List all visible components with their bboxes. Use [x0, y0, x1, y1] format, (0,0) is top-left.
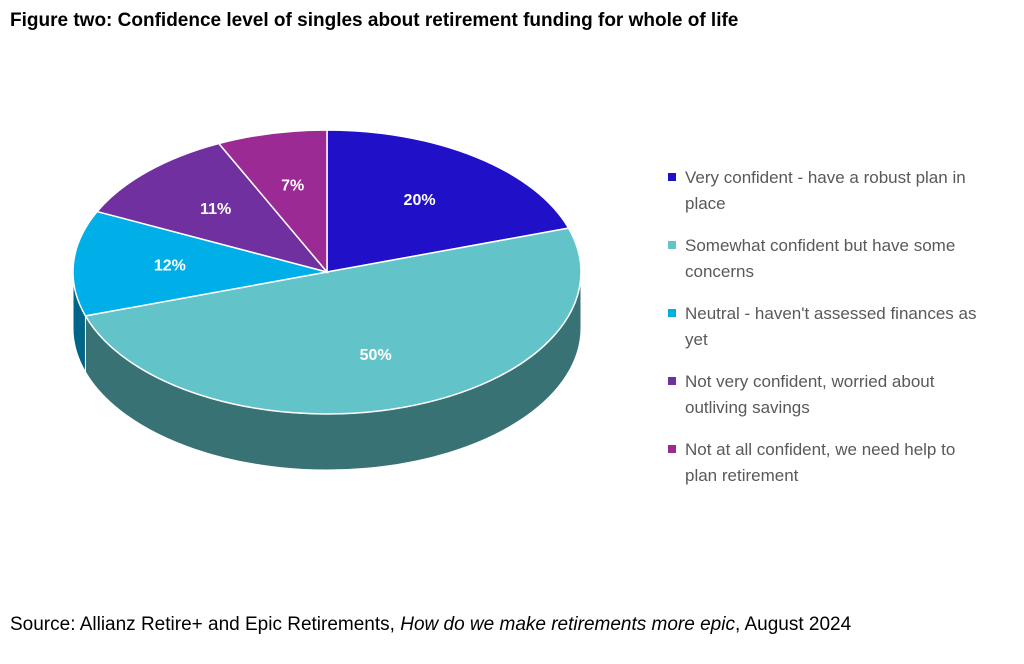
slice-top — [72, 210, 328, 317]
pie-chart: 20% 50% 12% 11% 7% — [72, 129, 582, 471]
slice-side — [85, 272, 582, 470]
legend-entry: Very confident - have a robust plan in p… — [664, 165, 994, 217]
data-label: 12% — [154, 258, 186, 275]
legend-label: Somewhat confident but have some concern… — [685, 236, 956, 281]
legend-entry: Somewhat confident but have some concern… — [664, 233, 994, 285]
legend-label: Very confident - have a robust plan in p… — [685, 168, 966, 213]
slice-top — [84, 227, 582, 415]
data-label: 50% — [360, 347, 392, 364]
legend: Very confident - have a robust plan in p… — [664, 165, 994, 505]
legend-swatch — [668, 377, 676, 385]
legend-swatch — [668, 241, 676, 249]
source-text: , August 2024 — [734, 614, 852, 635]
legend-label: Not at all confident, we need help to pl… — [685, 440, 956, 485]
slice-top — [326, 129, 570, 273]
legend-swatch — [668, 309, 676, 317]
data-label: 20% — [404, 192, 436, 209]
legend-entry: Not very confident, worried about outliv… — [664, 369, 994, 421]
slice — [95, 142, 330, 274]
slice-top — [217, 129, 328, 275]
legend-entry: Not at all confident, we need help to pl… — [664, 437, 994, 489]
slice — [84, 227, 582, 471]
source-text: Source: Allianz Retire+ and Epic Retirem… — [10, 614, 401, 635]
slice-top — [95, 142, 330, 274]
slice — [217, 129, 328, 275]
legend-swatch — [668, 445, 676, 453]
slice — [72, 210, 328, 374]
data-label: 11% — [200, 201, 231, 218]
source-title: How do we make retirements more epic — [400, 614, 735, 635]
legend-entry: Neutral - haven't assessed finances as y… — [664, 301, 994, 353]
data-label: 7% — [281, 177, 304, 194]
legend-swatch — [668, 173, 676, 181]
legend-label: Not very confident, worried about outliv… — [685, 372, 935, 417]
chart-title: Figure two: Confidence level of singles … — [10, 10, 739, 31]
slice — [326, 129, 570, 273]
legend-label: Neutral - haven't assessed finances as y… — [685, 304, 977, 349]
slice-side — [73, 272, 86, 372]
source: Source: Allianz Retire+ and Epic Retirem… — [10, 614, 851, 636]
